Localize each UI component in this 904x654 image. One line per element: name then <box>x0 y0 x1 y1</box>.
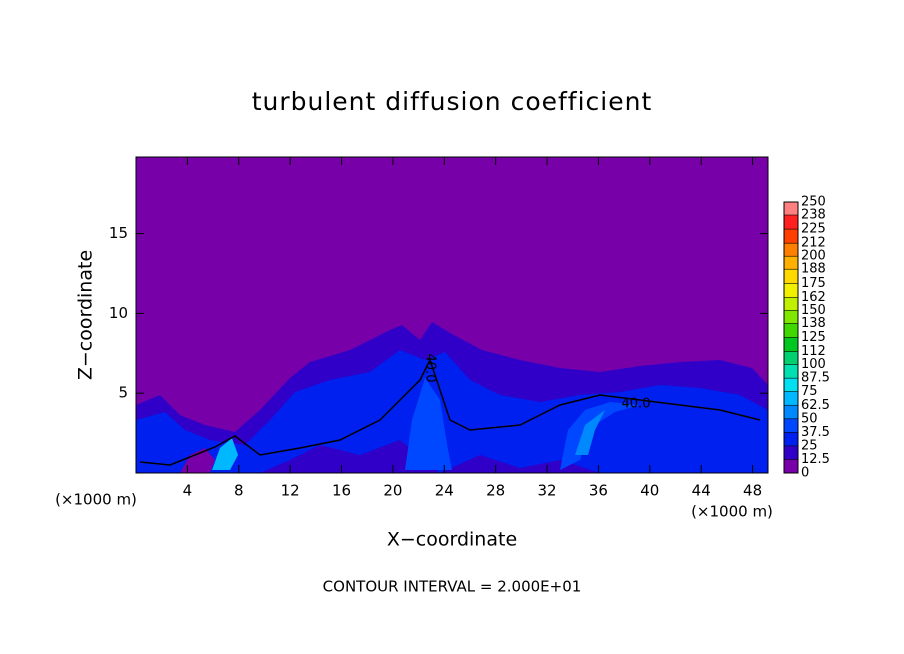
x-tick-label: 32 <box>538 482 557 500</box>
y-tick-label: 15 <box>109 224 128 242</box>
colorbar-label: 37.5 <box>801 425 830 440</box>
x-tick-label: 24 <box>435 482 454 500</box>
contour-line <box>139 358 761 466</box>
colorbar-band <box>784 432 798 446</box>
colorbar-band <box>784 243 798 257</box>
x-axis-label: X−coordinate <box>387 529 517 551</box>
contour-label: 40.0 <box>622 397 651 412</box>
x-tick-label: 20 <box>383 482 402 500</box>
x-unit: (×1000 m) <box>55 491 137 509</box>
colorbar-band <box>784 378 798 392</box>
colorbar-label: 75 <box>801 384 818 399</box>
y-tick-label: 10 <box>109 304 128 322</box>
x-tick-label: 40 <box>640 482 659 500</box>
x-tick-label: 48 <box>743 482 762 500</box>
colorbar-label: 188 <box>801 262 826 277</box>
colorbar-label: 138 <box>801 316 826 331</box>
colorbar-label: 100 <box>801 357 826 372</box>
colorbar-label: 62.5 <box>801 398 830 413</box>
colorbar-band <box>784 229 798 244</box>
colorbar-label: 87.5 <box>801 371 830 386</box>
field-region <box>136 350 768 473</box>
y-axis-label: Z−coordinate <box>75 250 97 380</box>
colorbar-band <box>784 405 798 419</box>
colorbar-label: 125 <box>801 330 826 345</box>
x-tick-label: 12 <box>281 482 300 500</box>
colorbar-band <box>784 297 798 311</box>
colorbar-band <box>784 391 798 406</box>
field-region <box>405 378 452 470</box>
colorbar-label: 238 <box>801 208 826 223</box>
chart-title: turbulent diffusion coefficient <box>252 87 653 116</box>
colorbar-label: 12.5 <box>801 452 830 467</box>
colorbar-label: 175 <box>801 276 826 291</box>
y-tick-label: 5 <box>118 384 128 402</box>
colorbar-band <box>784 337 798 352</box>
colorbar-label: 250 <box>801 195 826 210</box>
colorbar-band <box>784 364 798 379</box>
colorbar-band <box>784 269 798 284</box>
plot-frame <box>135 156 769 474</box>
colorbar-label: 162 <box>801 290 826 305</box>
field-region <box>212 438 238 470</box>
x-tick-label: 28 <box>486 482 505 500</box>
footer: CONTOUR INTERVAL = 2.000E+01 <box>323 578 582 596</box>
colorbar-band <box>784 418 798 433</box>
x-tick-label: 4 <box>183 482 193 500</box>
colorbar-band <box>784 310 798 324</box>
colorbar-label: 112 <box>801 344 826 359</box>
field-region <box>575 410 605 455</box>
colorbar-label: 0 <box>801 466 809 481</box>
colorbar-label: 25 <box>801 438 818 453</box>
x-tick-label: 36 <box>589 482 608 500</box>
colorbar-band <box>784 323 798 338</box>
x-unit: (×1000 m) <box>691 503 773 521</box>
colorbar-label: 200 <box>801 249 826 264</box>
colorbar-label: 150 <box>801 303 826 318</box>
colorbar-band <box>784 445 798 460</box>
colorbar-band <box>784 351 798 365</box>
colorbar-label: 225 <box>801 222 826 237</box>
colorbar-label: 50 <box>801 411 818 426</box>
x-tick-label: 8 <box>234 482 244 500</box>
colorbar-band <box>784 283 798 298</box>
colorbar-band <box>784 215 798 230</box>
contour-field: 40.0 40.0 <box>136 157 768 473</box>
colorbar-band <box>784 202 798 216</box>
colorbar-label: 212 <box>801 236 826 251</box>
field-region <box>180 448 215 473</box>
x-tick-label: 44 <box>692 482 711 500</box>
x-tick-label: 16 <box>332 482 351 500</box>
contour-label: 40.0 <box>423 354 438 383</box>
colorbar-band <box>784 459 798 473</box>
colorbar-band <box>784 256 798 270</box>
